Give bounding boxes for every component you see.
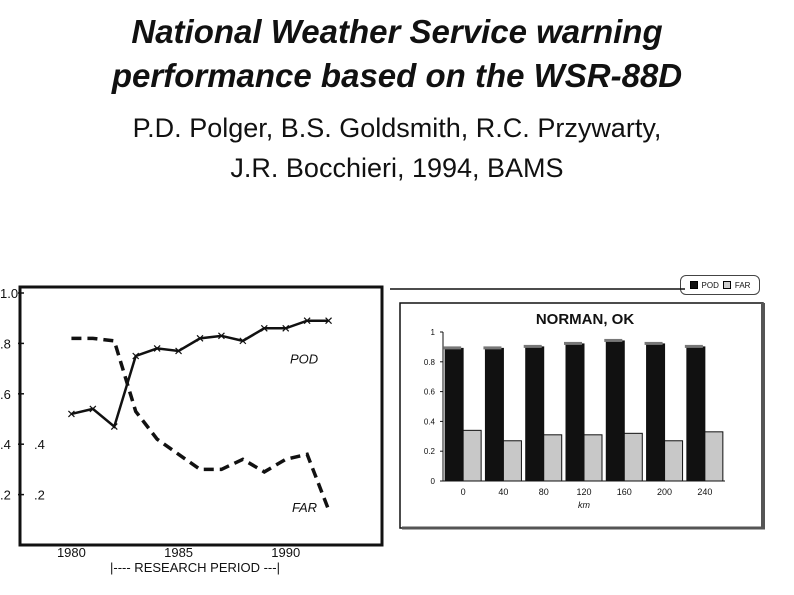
pod-data-point — [153, 345, 161, 352]
line-chart: 1.0 .8 .6 .4 .2 .4 .2 1980 1985 1990 POD FAR — [0, 285, 384, 560]
x-tick-label: 1985 — [164, 545, 193, 560]
bar-chart: NORMAN, OK 0 0.2 0.4 0.6 0.8 1 0 40 80 120 160 200 24… — [390, 288, 765, 530]
inner-y-label: .2 — [34, 488, 45, 503]
y-tick-label: .8 — [0, 336, 11, 351]
bar-x-tick-label: 160 — [617, 487, 632, 497]
pod-bar — [484, 347, 504, 482]
bar-x-tick-label: 200 — [657, 487, 672, 497]
far-bar — [583, 434, 603, 482]
pod-bar-top — [644, 341, 663, 345]
inner-y-label: .4 — [34, 437, 45, 452]
legend-label-pod: POD — [701, 280, 719, 290]
y-tick-label: .6 — [0, 387, 11, 402]
pod-bar — [444, 347, 464, 482]
far-bar — [704, 431, 724, 482]
x-tick-label: 1980 — [57, 545, 86, 560]
pod-data-point — [89, 405, 97, 413]
research-period-label: |---- RESEARCH PERIOD ---| — [110, 560, 280, 575]
pod-bar-top — [523, 344, 542, 348]
pod-data-point — [132, 352, 140, 360]
pod-annotation: POD — [290, 352, 318, 367]
far-bar — [664, 440, 684, 482]
pod-bar-top — [684, 344, 703, 348]
title-line-2: performance based on the WSR-88D — [111, 57, 683, 94]
line-chart-frame — [18, 285, 384, 547]
pod-bar — [525, 346, 545, 482]
pod-bar — [686, 346, 706, 482]
bar-x-tick-label: 80 — [539, 487, 549, 497]
y-tick-label: 1.0 — [0, 286, 18, 301]
pod-data-point — [68, 410, 75, 418]
pod-bar — [646, 343, 666, 482]
bar-y-tick-label: 0.2 — [424, 447, 436, 456]
pod-series-line — [71, 319, 329, 429]
pod-bar-top — [443, 346, 462, 350]
far-bar — [543, 434, 563, 482]
authors-line-1: P.D. Polger, B.S. Goldsmith, R.C. Przywa… — [132, 113, 662, 143]
bar-chart-legend: POD FAR — [680, 275, 760, 295]
far-bar — [462, 429, 482, 482]
authors-line-2: J.R. Bocchieri, 1994, BAMS — [230, 153, 564, 183]
y-tick-label: .4 — [0, 437, 11, 452]
legend-label-far: FAR — [734, 280, 751, 290]
pod-data-point — [260, 324, 268, 332]
far-legend-swatch — [722, 281, 731, 289]
pod-data-point — [110, 423, 118, 430]
bar-y-tick-label: 0 — [431, 477, 436, 486]
pod-data-point — [325, 317, 332, 325]
pod-data-point — [239, 337, 247, 345]
bar-x-axis-label: km — [578, 500, 591, 510]
pod-legend-swatch — [689, 281, 698, 289]
pod-data-point — [303, 317, 311, 325]
far-annotation: FAR — [292, 500, 317, 515]
y-tick-label: .2 — [0, 488, 11, 503]
bar-x-tick-label: 120 — [576, 487, 591, 497]
bar-y-tick-label: 1 — [431, 328, 436, 337]
pod-bar — [605, 340, 625, 482]
pod-bar-top — [564, 341, 582, 345]
pod-bar — [565, 343, 585, 482]
bar-chart-title: NORMAN, OK — [536, 311, 634, 328]
pod-bar-top — [604, 338, 623, 342]
far-bar — [502, 440, 522, 482]
bar-x-tick-label: 240 — [697, 487, 712, 497]
bar-x-tick-label: 40 — [498, 487, 508, 497]
bar-y-tick-label: 0.6 — [424, 388, 436, 397]
bar-y-tick-label: 0.8 — [424, 358, 436, 367]
pod-bar-top — [483, 346, 502, 350]
pod-data-point — [175, 347, 182, 355]
bar-x-tick-label: 0 — [461, 487, 466, 497]
x-tick-label: 1990 — [271, 545, 300, 560]
bar-y-tick-label: 0.4 — [424, 417, 436, 426]
pod-data-point — [282, 324, 290, 332]
pod-data-point — [196, 334, 204, 342]
title-line-1: National Weather Service warning — [131, 13, 663, 50]
far-bar — [623, 432, 643, 482]
pod-data-point — [218, 332, 225, 340]
